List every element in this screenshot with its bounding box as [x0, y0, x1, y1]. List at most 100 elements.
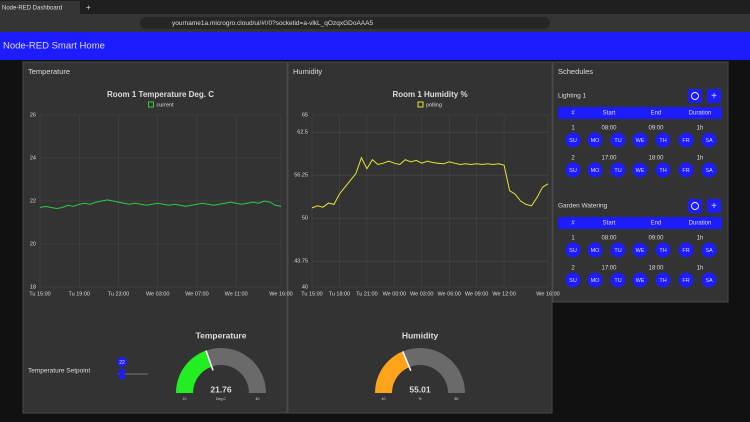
day-button[interactable] [632, 162, 648, 178]
gauge-needle [402, 351, 412, 372]
day-label: WE [636, 248, 645, 254]
legend-label: current [157, 102, 175, 108]
day-button[interactable] [565, 272, 581, 288]
gauge-value: 21.76 [210, 384, 232, 394]
day-button[interactable] [701, 162, 717, 178]
new-tab[interactable]: + [86, 3, 91, 12]
cell: 2 [571, 156, 575, 162]
day-label: SA [705, 138, 713, 144]
schedule-name: Garden Watering [558, 203, 608, 210]
cell: 1 [571, 236, 575, 242]
slider-bubble [117, 357, 127, 367]
cell: 17:00 [601, 266, 617, 272]
day-label: TU [614, 138, 621, 144]
address-bar[interactable] [140, 17, 550, 29]
day-button[interactable] [701, 132, 717, 148]
day-button[interactable] [632, 132, 648, 148]
day-button[interactable] [565, 242, 581, 258]
gauge-min: 40 [382, 397, 386, 401]
chart-title: Room 1 Temperature Deg. C [107, 90, 214, 99]
day-button[interactable] [678, 162, 694, 178]
x-tick-label: We 16:00 [269, 291, 292, 297]
day-button[interactable] [655, 162, 671, 178]
y-tick-label: 40 [302, 284, 308, 290]
day-button[interactable] [632, 272, 648, 288]
cell: 08:00 [601, 126, 617, 132]
day-button[interactable] [655, 272, 671, 288]
day-button[interactable] [678, 132, 694, 148]
y-tick-label: 24 [30, 155, 36, 161]
cell: 2 [571, 266, 575, 272]
alarm-button[interactable] [688, 199, 702, 213]
gauge-min: 10 [183, 397, 187, 401]
day-button[interactable] [678, 242, 694, 258]
gauge-max: 40 [256, 397, 260, 401]
x-tick-label: We 11:00 [225, 291, 248, 297]
day-button[interactable] [655, 242, 671, 258]
day-button[interactable] [565, 162, 581, 178]
url: yourname1a.microgro.cloud/ui/#!/0?socket… [172, 20, 373, 27]
add-icon: + [711, 201, 717, 212]
cell: 18:00 [648, 156, 664, 162]
day-button[interactable] [701, 242, 717, 258]
table-header [558, 107, 722, 119]
day-label: TU [614, 168, 621, 174]
day-label: FR [682, 278, 689, 284]
x-tick-label: We 00:00 [383, 291, 406, 297]
tab-bar [0, 0, 750, 14]
day-label: TH [659, 168, 666, 174]
x-tick-label: Tu 21:00 [356, 291, 378, 297]
data-line [39, 199, 282, 210]
day-label: MO [591, 248, 601, 254]
day-button[interactable] [655, 132, 671, 148]
day-button[interactable] [610, 242, 626, 258]
day-button[interactable] [587, 242, 603, 258]
group-title: Temperature [28, 67, 70, 76]
day-button[interactable] [632, 242, 648, 258]
gauge-title: Temperature [196, 330, 247, 340]
day-label: SU [569, 138, 577, 144]
gauge-units: % [418, 397, 421, 401]
column-header: # [571, 221, 575, 227]
x-tick-label: We 06:00 [437, 291, 460, 297]
day-button[interactable] [587, 162, 603, 178]
y-tick-label: 26 [30, 112, 36, 118]
day-button[interactable] [610, 272, 626, 288]
column-header: End [651, 111, 662, 117]
tab[interactable] [0, 1, 80, 14]
x-tick-label: We 16:00 [536, 291, 559, 297]
column-header: # [571, 111, 575, 117]
day-button[interactable] [701, 272, 717, 288]
x-tick-label: Tu 18:00 [329, 291, 351, 297]
add-button[interactable] [707, 89, 721, 103]
schedule-name: Lighting 1 [558, 93, 587, 100]
gauge-max: 80 [455, 397, 459, 401]
day-button[interactable] [587, 272, 603, 288]
y-tick-label: 65 [302, 112, 308, 118]
day-label: TH [659, 278, 666, 284]
alarm-button[interactable] [688, 89, 702, 103]
slider-thumb[interactable] [119, 369, 125, 379]
day-label: MO [591, 278, 601, 284]
day-button[interactable] [610, 162, 626, 178]
add-button[interactable] [707, 199, 721, 213]
y-tick-label: 20 [30, 241, 36, 247]
day-label: TU [614, 248, 621, 254]
day-label: MO [591, 138, 601, 144]
column-header: Start [603, 111, 616, 117]
day-button[interactable] [678, 272, 694, 288]
day-label: WE [636, 138, 645, 144]
cell: 17:00 [601, 156, 617, 162]
x-tick-label: We 03:00 [410, 291, 433, 297]
day-button[interactable] [587, 132, 603, 148]
day-label: SA [705, 168, 713, 174]
cell: 09:00 [648, 126, 664, 132]
day-label: TU [614, 278, 621, 284]
alarm-icon [691, 92, 699, 100]
day-button[interactable] [610, 132, 626, 148]
tab-title: Node-RED Dashboard [2, 6, 62, 12]
cell: 18:00 [648, 266, 664, 272]
slider-value: 22 [119, 360, 125, 366]
day-button[interactable] [565, 132, 581, 148]
column-header: Duration [689, 111, 712, 117]
